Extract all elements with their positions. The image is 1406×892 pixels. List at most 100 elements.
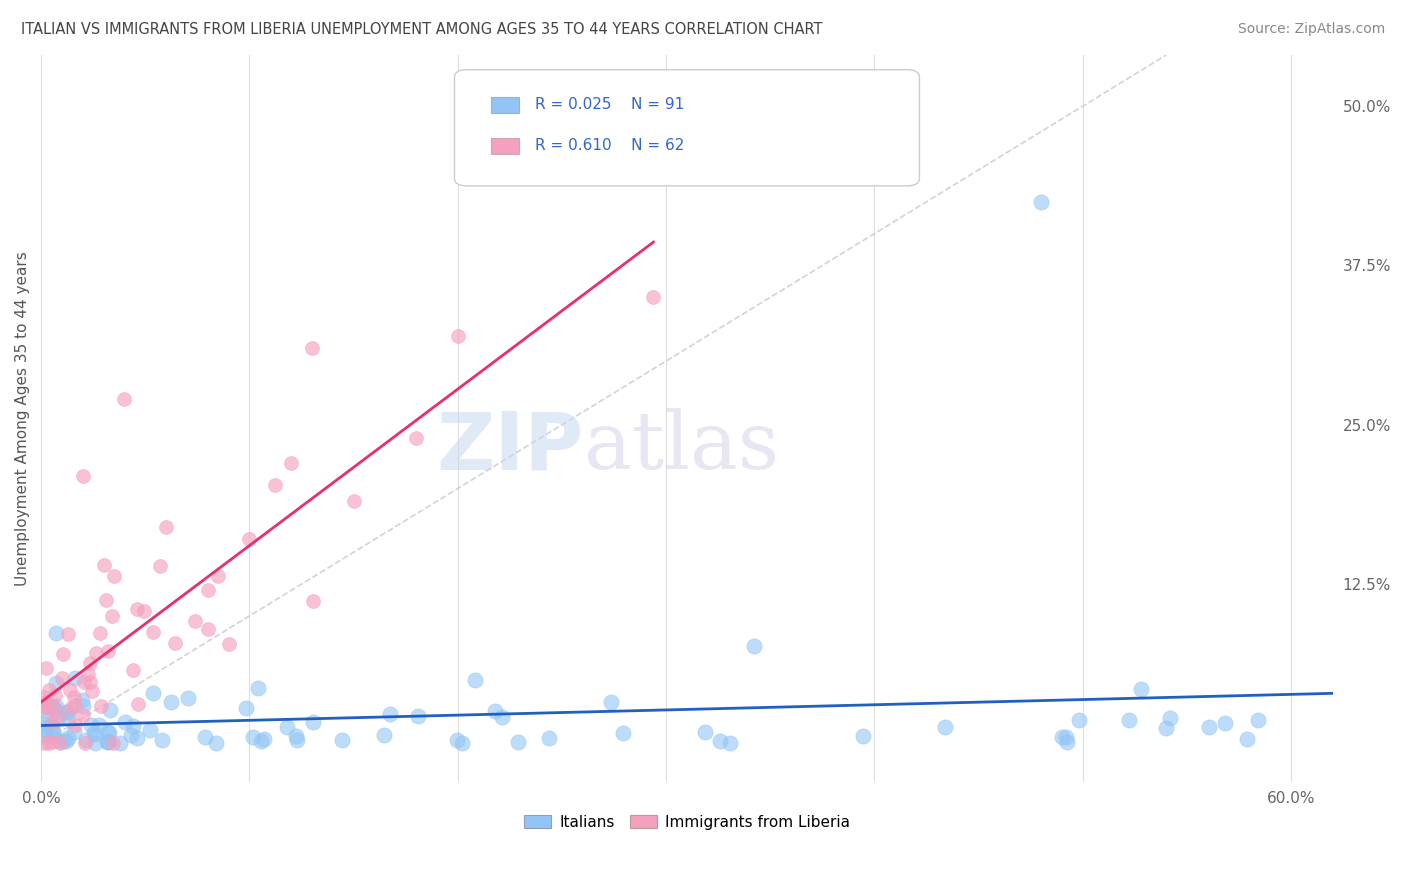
Point: [197, 583, 219, 598]
Point: [98, 703, 121, 717]
Point: [59, 683, 82, 698]
Point: [97, 735, 120, 749]
Point: [35, 710, 58, 724]
Point: [94, 593, 117, 607]
Text: atlas: atlas: [583, 409, 779, 486]
Point: [1213, 715, 1236, 730]
Point: [63, 690, 86, 704]
Bar: [491, 96, 519, 112]
Y-axis label: Unemployment Among Ages 35 to 44 years: Unemployment Among Ages 35 to 44 years: [15, 251, 30, 586]
Point: [72, 693, 94, 707]
Point: [120, 728, 142, 742]
Point: [451, 735, 474, 749]
Point: [82, 683, 104, 698]
Point: [1050, 730, 1073, 744]
Point: [718, 736, 741, 750]
Point: [406, 709, 429, 723]
Point: [205, 736, 228, 750]
Point: [103, 568, 125, 582]
Point: [56, 626, 79, 640]
Point: [45, 698, 67, 713]
Point: [177, 691, 200, 706]
Point: [1056, 730, 1078, 744]
Point: [52, 733, 75, 747]
Point: [72, 708, 94, 723]
Point: [149, 558, 172, 573]
Text: ITALIAN VS IMMIGRANTS FROM LIBERIA UNEMPLOYMENT AMONG AGES 35 TO 44 YEARS CORREL: ITALIAN VS IMMIGRANTS FROM LIBERIA UNEMP…: [21, 22, 823, 37]
Point: [464, 673, 486, 687]
Point: [38, 736, 60, 750]
Text: R = 0.025    N = 91: R = 0.025 N = 91: [534, 97, 683, 112]
Point: [235, 700, 257, 714]
Point: [218, 636, 240, 650]
Point: [46, 712, 69, 726]
Point: [96, 735, 118, 749]
Point: [48, 734, 70, 748]
Point: [508, 735, 530, 749]
Point: [72, 468, 94, 483]
Point: [373, 727, 395, 741]
Point: [600, 695, 623, 709]
Point: [612, 726, 634, 740]
Point: [38, 700, 60, 714]
Point: [184, 615, 207, 629]
Point: [58, 711, 80, 725]
Point: [246, 681, 269, 695]
Point: [52, 647, 75, 661]
Bar: [491, 138, 519, 154]
Point: [484, 704, 506, 718]
Point: [34, 699, 56, 714]
Text: Source: ZipAtlas.com: Source: ZipAtlas.com: [1237, 22, 1385, 37]
Point: [42, 723, 65, 738]
Point: [491, 710, 513, 724]
Point: [934, 720, 956, 734]
Point: [121, 719, 143, 733]
Point: [34, 727, 56, 741]
Point: [693, 725, 716, 739]
Point: [34, 695, 56, 709]
Point: [35, 700, 58, 714]
Point: [48, 736, 70, 750]
Legend: Italians, Immigrants from Liberia: Italians, Immigrants from Liberia: [517, 808, 856, 836]
Point: [60, 701, 83, 715]
Point: [1067, 714, 1090, 728]
Point: [139, 723, 162, 737]
Point: [63, 698, 86, 712]
Point: [276, 720, 298, 734]
Point: [83, 727, 105, 741]
Point: [110, 736, 132, 750]
Point: [537, 731, 560, 745]
Point: [90, 698, 112, 713]
Point: [249, 734, 271, 748]
Point: [65, 672, 87, 686]
Point: [852, 729, 875, 743]
Point: [330, 732, 353, 747]
Point: [32, 722, 55, 736]
Point: [101, 609, 124, 624]
Point: [84, 736, 107, 750]
Point: [643, 290, 665, 304]
Point: [63, 725, 86, 739]
Point: [125, 602, 148, 616]
Point: [44, 700, 66, 714]
Point: [34, 728, 56, 742]
Point: [79, 674, 101, 689]
Text: R = 0.610    N = 62: R = 0.610 N = 62: [534, 138, 683, 153]
Point: [132, 604, 155, 618]
Point: [242, 730, 264, 744]
Point: [38, 682, 60, 697]
Point: [165, 635, 187, 649]
Point: [32, 690, 55, 704]
Point: [87, 718, 110, 732]
Point: [1056, 735, 1078, 749]
Text: ZIP: ZIP: [436, 409, 583, 486]
Point: [114, 715, 136, 730]
Point: [1130, 681, 1153, 696]
Point: [56, 705, 79, 719]
Point: [103, 736, 125, 750]
Point: [280, 456, 302, 470]
Point: [301, 714, 323, 729]
Point: [238, 533, 260, 547]
Point: [75, 733, 97, 747]
Point: [194, 730, 217, 744]
